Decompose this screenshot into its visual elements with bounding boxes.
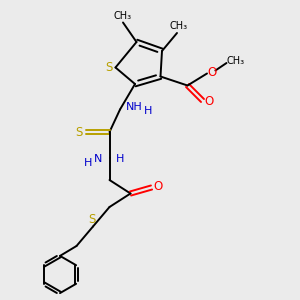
Text: O: O [154, 179, 163, 193]
Text: H: H [143, 106, 152, 116]
Text: H: H [84, 158, 92, 168]
Text: N: N [94, 154, 102, 164]
Text: S: S [75, 125, 82, 139]
Text: H: H [116, 154, 124, 164]
Text: CH₃: CH₃ [114, 11, 132, 21]
Text: O: O [208, 65, 217, 79]
Text: CH₃: CH₃ [226, 56, 244, 67]
Text: S: S [88, 213, 95, 226]
Text: NH: NH [126, 102, 143, 112]
Text: S: S [105, 61, 112, 74]
Text: O: O [205, 95, 214, 109]
Text: CH₃: CH₃ [169, 21, 188, 32]
